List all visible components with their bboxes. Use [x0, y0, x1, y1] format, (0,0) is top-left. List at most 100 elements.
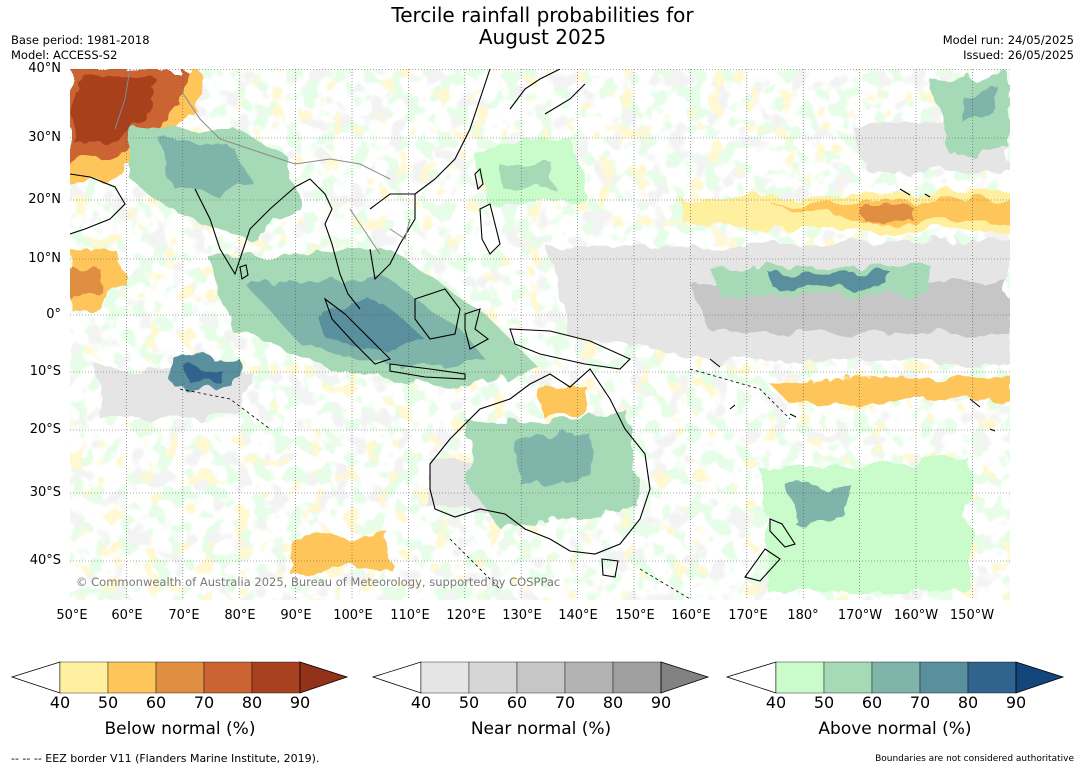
colorbar-near-tick: 90 — [650, 693, 672, 712]
colorbar-above-tick: 70 — [909, 693, 931, 712]
sulawesi — [464, 308, 489, 350]
new-zealand — [744, 518, 796, 582]
colorbar-below-swatch-1 — [59, 661, 109, 694]
lat-label-30n: 30°N — [28, 130, 61, 145]
lat-label-40n: 40°N — [28, 61, 61, 76]
title-line-1: Tercile rainfall probabilities for — [391, 3, 694, 27]
new-guinea — [509, 328, 631, 370]
colorbar-near-tick: 60 — [506, 693, 528, 712]
base-period-text: Base period: 1981-2018 — [11, 33, 150, 47]
lon-label-180: 180° — [787, 608, 819, 623]
lat-label-30s: 30°S — [29, 485, 61, 500]
lon-label-170e: 170°E — [728, 608, 768, 623]
china-coast — [414, 69, 491, 195]
colorbar-below-tick: 40 — [49, 693, 71, 712]
lon-label-170w: 170°W — [837, 608, 883, 623]
korea-japan — [509, 69, 586, 115]
lon-label-80e: 80°E — [224, 608, 256, 623]
colorbar-above-swatch-2 — [823, 661, 873, 694]
colorbar-below-tick: 80 — [241, 693, 263, 712]
colorbar-below-swatch-5 — [251, 661, 301, 694]
colorbar-above-swatch-3 — [871, 661, 921, 694]
lon-label-60e: 60°E — [111, 608, 143, 623]
colorbar-near-high-extend — [660, 661, 710, 694]
colorbar-below-swatch-2 — [107, 661, 157, 694]
colorbar-near-low-extend — [371, 661, 422, 694]
pacific-islands — [709, 188, 996, 432]
copyright-text: © Commonwealth of Australia 2025, Bureau… — [76, 575, 560, 589]
colorbar-below-swatch-3 — [155, 661, 205, 694]
lat-label-20s: 20°S — [29, 422, 61, 437]
sri-lanka — [239, 264, 249, 280]
meta-right: Model run: 24/05/2025 Issued: 26/05/2025 — [943, 33, 1074, 63]
indochina-coast — [369, 193, 416, 281]
colorbar-below — [10, 661, 349, 694]
colorbar-below-swatch-4 — [203, 661, 253, 694]
probability-field — [70, 69, 1010, 600]
lat-label-10s: 10°S — [29, 364, 61, 379]
colorbar-near-swatch-2 — [468, 661, 518, 694]
colorbar-near-tick: 80 — [602, 693, 624, 712]
lon-label-150w: 150°W — [949, 608, 995, 623]
meta-left: Base period: 1981-2018 Model: ACCESS-S2 — [11, 33, 150, 63]
taiwan — [474, 167, 484, 191]
lon-label-150e: 150°E — [615, 608, 655, 623]
colorbar-near-swatch-4 — [564, 661, 614, 694]
borneo — [414, 288, 461, 340]
colorbar-near — [371, 661, 710, 694]
eez-borders — [179, 368, 791, 600]
colorbar-above-swatch-1 — [775, 661, 825, 694]
colorbar-above-tick: 40 — [765, 693, 787, 712]
colorbar-above-tick: 50 — [813, 693, 835, 712]
java — [389, 363, 466, 380]
title-line-2: August 2025 — [478, 25, 607, 49]
india-coast — [194, 186, 296, 276]
lon-label-130e: 130°E — [502, 608, 542, 623]
colorbar-above — [725, 661, 1065, 694]
arabia-coast — [70, 173, 126, 235]
colorbar-below-tick: 60 — [145, 693, 167, 712]
lon-label-140e: 140°E — [558, 608, 598, 623]
colorbar-below-tick: 90 — [289, 693, 311, 712]
colorbar-above-high-extend — [1015, 661, 1065, 694]
colorbar-near-swatch-1 — [420, 661, 470, 694]
philippines — [479, 203, 501, 255]
country-borders — [114, 69, 411, 255]
australia — [429, 368, 651, 555]
colorbar-above-swatch-5 — [967, 661, 1017, 694]
issued-text: Issued: 26/05/2025 — [963, 48, 1074, 62]
colorbars-graphic — [10, 661, 1065, 694]
lon-label-50e: 50°E — [56, 608, 88, 623]
lat-label-equator: 0° — [46, 307, 61, 322]
colorbar-near-tick: 70 — [554, 693, 576, 712]
map-title: Tercile rainfall probabilities for Augus… — [0, 4, 1085, 48]
lon-label-160w: 160°W — [893, 608, 939, 623]
model-run-text: Model run: 24/05/2025 — [942, 33, 1074, 47]
eez-legend-text: -- -- -- EEZ border V11 (Flanders Marine… — [11, 752, 320, 765]
lat-label-40s: 40°S — [29, 553, 61, 568]
map-area: © Commonwealth of Australia 2025, Bureau… — [70, 69, 1010, 600]
boundaries-disclaimer: Boundaries are not considered authoritat… — [875, 754, 1074, 764]
lat-label-10n: 10°N — [28, 251, 61, 266]
colorbar-above-swatch-4 — [919, 661, 969, 694]
colorbar-below-tick: 70 — [193, 693, 215, 712]
colorbar-near-swatch-5 — [612, 661, 662, 694]
colorbar-above-tick: 80 — [957, 693, 979, 712]
colorbar-near-tick: 40 — [410, 693, 432, 712]
lon-label-160e: 160°E — [671, 608, 711, 623]
tasmania — [601, 558, 619, 578]
colorbar-below-high-extend — [299, 661, 349, 694]
colorbar-below-label: Below normal (%) — [104, 719, 256, 739]
bay-of-bengal-coast — [294, 178, 361, 310]
colorbar-above-tick: 60 — [861, 693, 883, 712]
colorbar-below-tick: 50 — [97, 693, 119, 712]
model-text: Model: ACCESS-S2 — [11, 48, 118, 62]
coastlines — [70, 69, 996, 582]
colorbar-below-low-extend — [10, 661, 61, 694]
lon-label-110e: 110°E — [390, 608, 430, 623]
lat-label-20n: 20°N — [28, 192, 61, 207]
lon-label-120e: 120°E — [446, 608, 486, 623]
map-canvas: © Commonwealth of Australia 2025, Bureau… — [70, 69, 1010, 600]
colorbar-above-low-extend — [725, 661, 777, 694]
lon-label-90e: 90°E — [280, 608, 312, 623]
